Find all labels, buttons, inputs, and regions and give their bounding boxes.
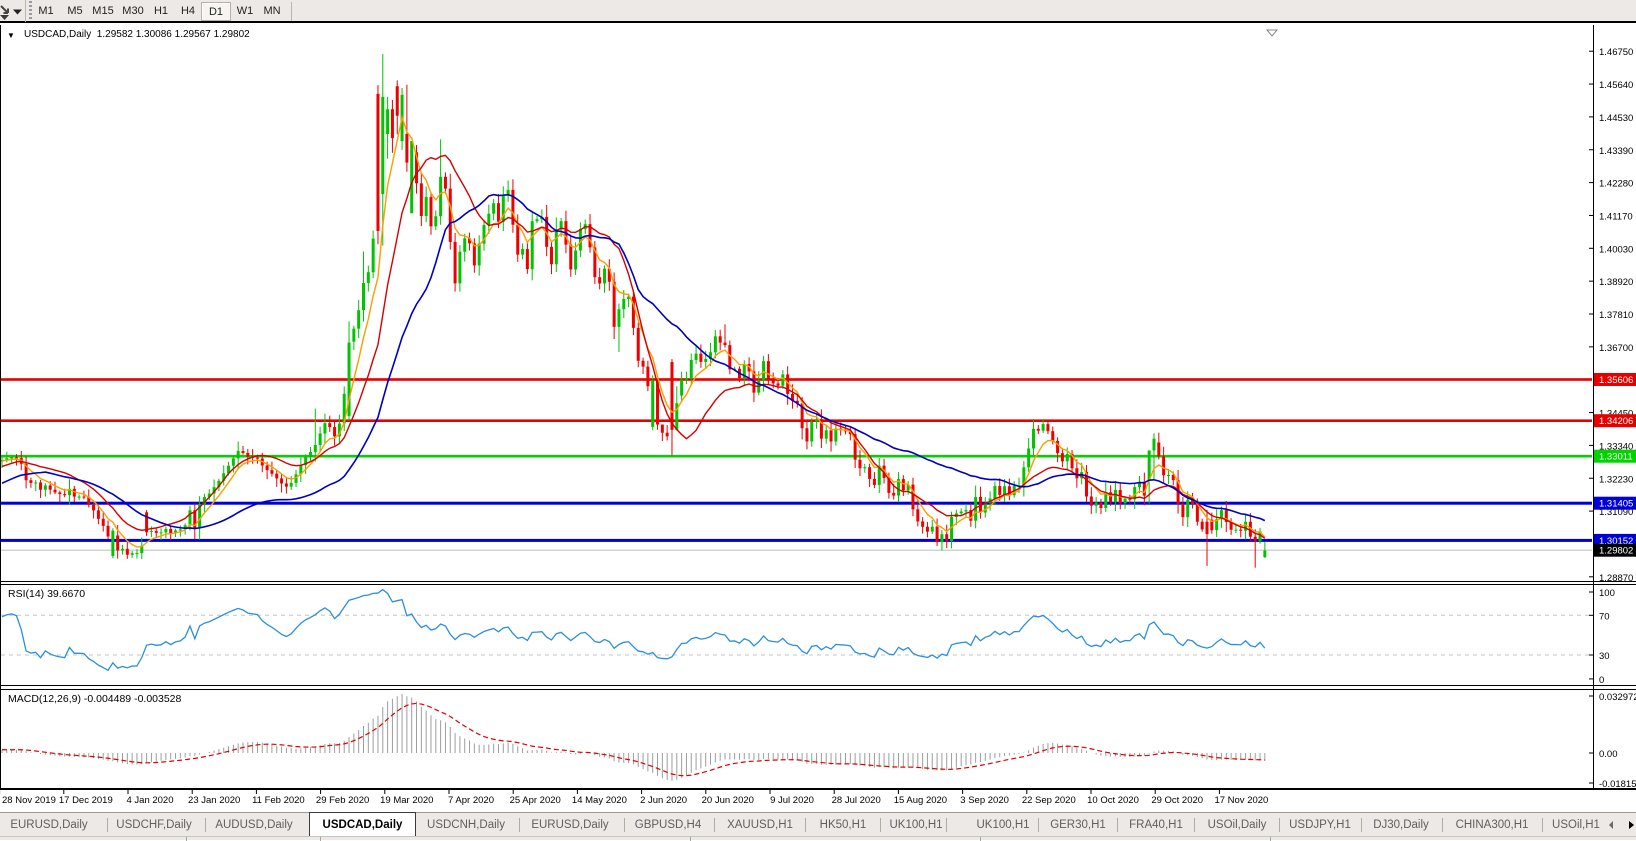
svg-text:1.38920: 1.38920 [1599, 277, 1633, 288]
svg-text:MACD(12,26,9) -0.004489 -0.003: MACD(12,26,9) -0.004489 -0.003528 [8, 693, 182, 705]
svg-text:-0.018154: -0.018154 [1599, 779, 1636, 790]
svg-text:0.032972: 0.032972 [1599, 692, 1636, 703]
svg-text:0: 0 [1599, 675, 1604, 686]
svg-text:1.28870: 1.28870 [1599, 573, 1633, 584]
svg-text:1.30152: 1.30152 [1599, 536, 1633, 547]
svg-text:11 Feb 2020: 11 Feb 2020 [252, 795, 305, 806]
svg-text:100: 100 [1599, 588, 1615, 599]
svg-text:10 Oct 2020: 10 Oct 2020 [1087, 795, 1139, 806]
svg-text:1.34450: 1.34450 [1599, 409, 1633, 420]
svg-text:70: 70 [1599, 611, 1610, 622]
svg-text:28 Jul 2020: 28 Jul 2020 [832, 795, 881, 806]
svg-text:RSI(14) 39.6670: RSI(14) 39.6670 [8, 588, 85, 600]
svg-text:1.41170: 1.41170 [1599, 211, 1633, 222]
svg-text:1.44530: 1.44530 [1599, 113, 1633, 124]
svg-text:1.35606: 1.35606 [1599, 375, 1633, 386]
svg-text:22 Sep 2020: 22 Sep 2020 [1022, 795, 1076, 806]
svg-text:7 Apr 2020: 7 Apr 2020 [448, 795, 494, 806]
svg-text:23 Jan 2020: 23 Jan 2020 [188, 795, 240, 806]
svg-text:1.31090: 1.31090 [1599, 507, 1633, 518]
svg-text:20 Jun 2020: 20 Jun 2020 [702, 795, 754, 806]
svg-text:1.31405: 1.31405 [1599, 499, 1633, 510]
svg-text:1.37810: 1.37810 [1599, 310, 1633, 321]
svg-text:15 Aug 2020: 15 Aug 2020 [894, 795, 947, 806]
svg-text:3 Sep 2020: 3 Sep 2020 [960, 795, 1009, 806]
svg-text:1.42280: 1.42280 [1599, 179, 1633, 190]
svg-text:25 Apr 2020: 25 Apr 2020 [510, 795, 561, 806]
svg-text:1.46750: 1.46750 [1599, 47, 1633, 58]
svg-text:1.29802: 1.29802 [1599, 546, 1633, 557]
svg-text:28 Nov 2019: 28 Nov 2019 [2, 795, 56, 806]
svg-text:17 Dec 2019: 17 Dec 2019 [59, 795, 113, 806]
svg-text:1.33340: 1.33340 [1599, 441, 1633, 452]
svg-text:2 Jun 2020: 2 Jun 2020 [640, 795, 687, 806]
svg-text:1.33011: 1.33011 [1599, 452, 1633, 463]
svg-text:9 Jul 2020: 9 Jul 2020 [770, 795, 814, 806]
svg-text:4 Jan 2020: 4 Jan 2020 [126, 795, 173, 806]
svg-text:14 May 2020: 14 May 2020 [572, 795, 627, 806]
svg-text:30: 30 [1599, 651, 1610, 662]
svg-text:29 Oct 2020: 29 Oct 2020 [1151, 795, 1203, 806]
svg-text:1.45640: 1.45640 [1599, 80, 1633, 91]
svg-text:1.36700: 1.36700 [1599, 343, 1633, 354]
svg-text:1.43390: 1.43390 [1599, 146, 1633, 157]
svg-text:1.32230: 1.32230 [1599, 474, 1633, 485]
svg-text:17 Nov 2020: 17 Nov 2020 [1214, 795, 1268, 806]
svg-text:19 Mar 2020: 19 Mar 2020 [380, 795, 433, 806]
svg-text:0.00: 0.00 [1599, 749, 1618, 760]
svg-text:1.40030: 1.40030 [1599, 244, 1633, 255]
svg-text:1.34206: 1.34206 [1599, 416, 1633, 427]
svg-text:29 Feb 2020: 29 Feb 2020 [316, 795, 369, 806]
